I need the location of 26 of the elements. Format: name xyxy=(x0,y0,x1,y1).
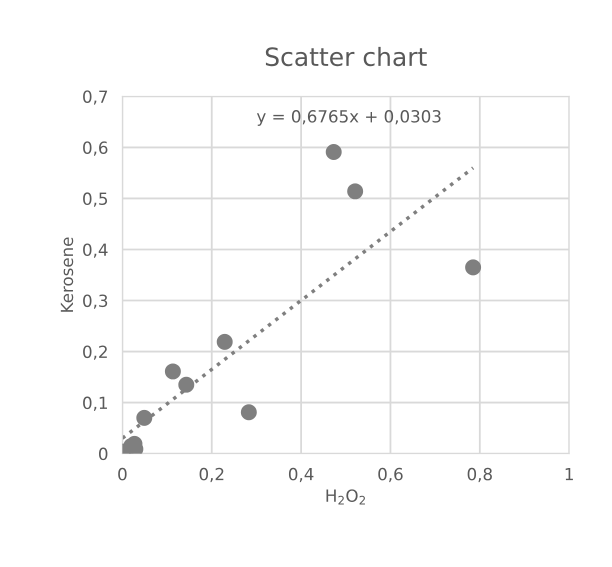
x-tick-label: 0,6 xyxy=(378,468,403,482)
x-tick-label: 0,8 xyxy=(468,468,492,482)
x-tick-label: 0 xyxy=(118,468,127,480)
y-tick-label: 0 xyxy=(99,448,108,460)
point xyxy=(178,376,194,393)
y-axis-title: Kerosene xyxy=(60,237,74,312)
chart-title: Scatter chart xyxy=(266,46,427,66)
y-tick-label: 0,6 xyxy=(83,141,108,156)
y-tick-label: 0,5 xyxy=(83,192,108,207)
point xyxy=(164,363,181,380)
annotation: y = 0,6765x + 0,0303 xyxy=(256,110,441,126)
y-tick-label: 0,3 xyxy=(83,294,108,309)
point xyxy=(326,144,342,160)
x-axis-title: H$_{2}$O$_{2}$ xyxy=(326,489,365,504)
point xyxy=(240,404,257,420)
point xyxy=(136,410,152,426)
y-tick-label: 0,7 xyxy=(83,90,108,105)
point xyxy=(216,334,233,350)
y-tick-label: 0,1 xyxy=(83,396,107,411)
y-tick-label: 0,2 xyxy=(83,346,107,360)
x-tick-label: 0,4 xyxy=(288,468,314,482)
point xyxy=(347,183,364,200)
point xyxy=(465,259,482,276)
x-tick-label: 1 xyxy=(566,468,573,480)
y-tick-label: 0,4 xyxy=(83,243,108,258)
x-tick-label: 0,2 xyxy=(200,468,224,482)
